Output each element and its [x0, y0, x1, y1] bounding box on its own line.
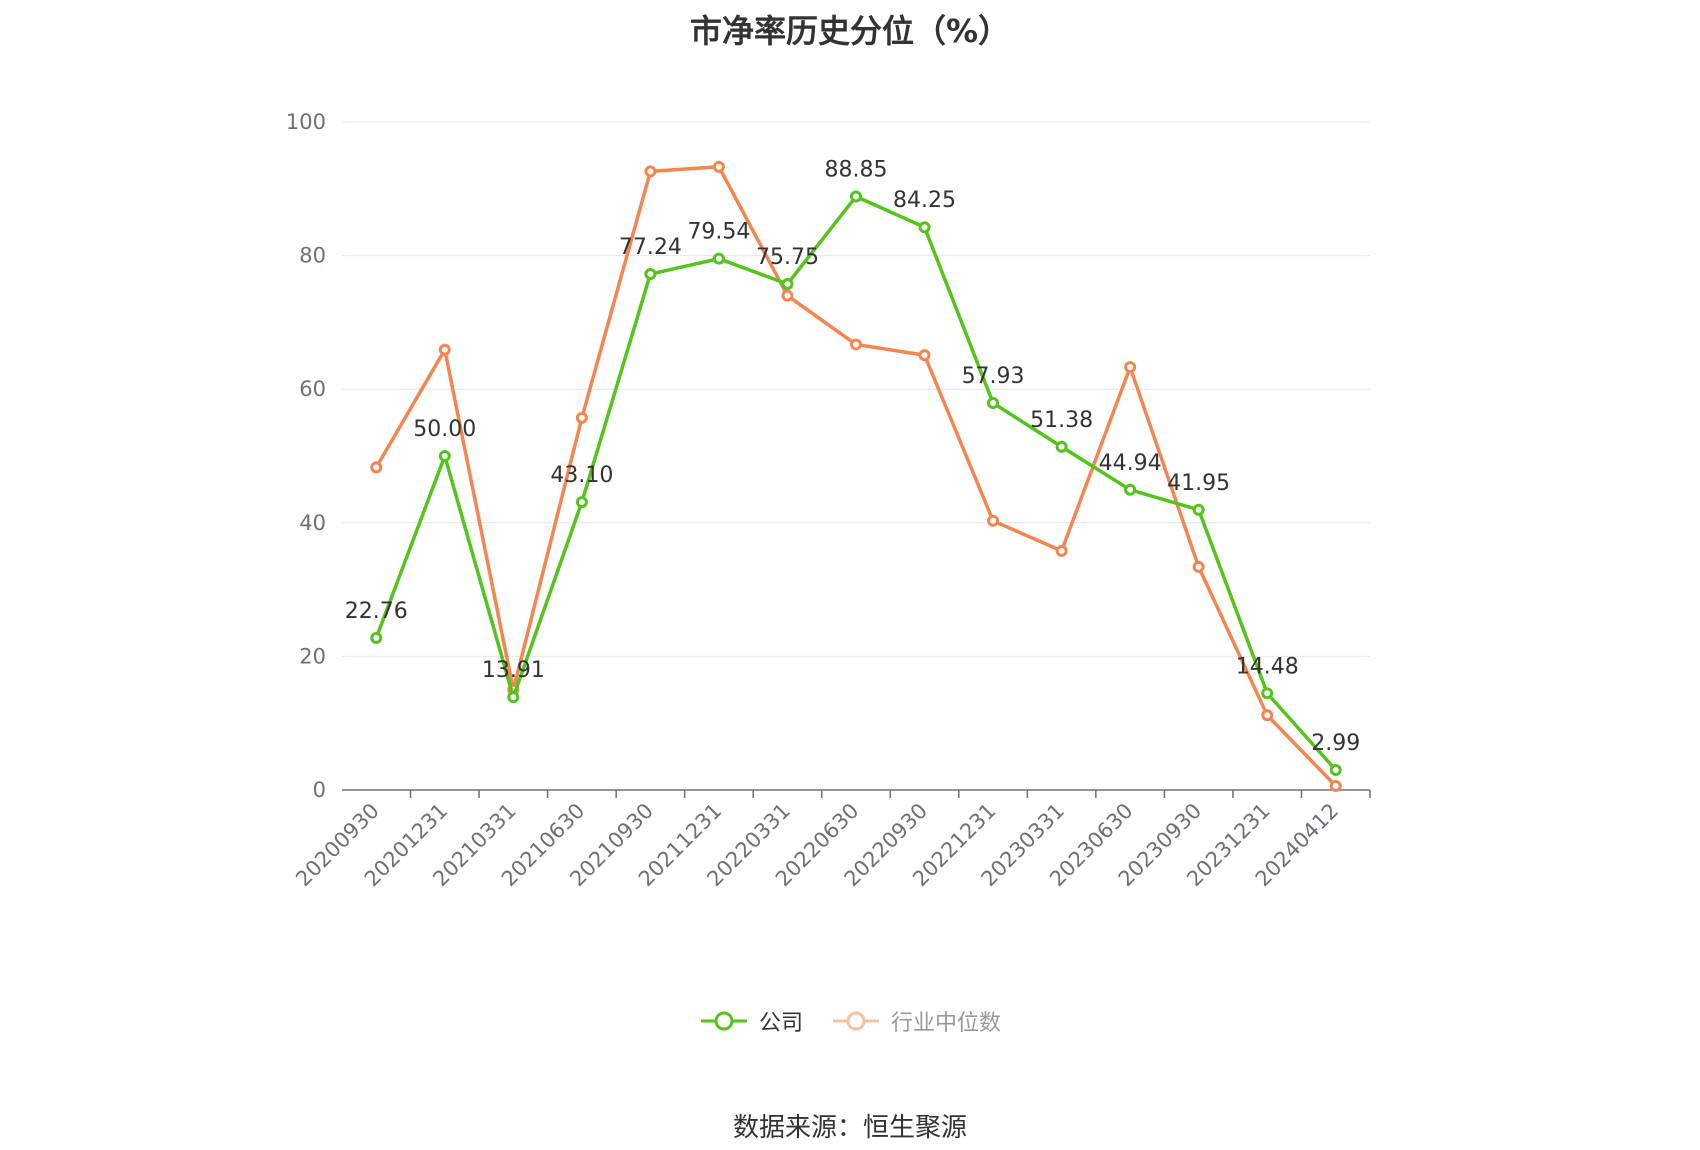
- data-label-company: 88.85: [825, 157, 888, 182]
- data-point-company: [781, 277, 794, 290]
- data-point-industry: [987, 514, 1000, 527]
- data-point-company: [1192, 503, 1205, 516]
- data-label-company: 77.24: [619, 235, 682, 260]
- data-point-company: [850, 190, 862, 203]
- legend-marker-industry: [833, 1011, 879, 1031]
- data-point-industry: [712, 160, 725, 173]
- series: [370, 160, 1342, 792]
- data-point-company: [1329, 764, 1342, 777]
- grid-lines: [342, 121, 1370, 657]
- y-tick-label: 100: [286, 110, 326, 134]
- data-point-industry: [1192, 560, 1205, 573]
- legend-item-company[interactable]: 公司: [699, 1005, 803, 1037]
- legend: 公司 行业中位数: [0, 1005, 1700, 1037]
- data-label-company: 44.94: [1099, 451, 1162, 476]
- data-point-company: [712, 252, 725, 265]
- data-label-company: 43.10: [550, 463, 613, 488]
- data-point-industry: [370, 461, 383, 474]
- data-point-industry: [1261, 709, 1274, 722]
- data-point-company: [438, 450, 451, 462]
- y-tick-label: 0: [313, 778, 326, 802]
- y-tick-label: 20: [299, 644, 326, 668]
- data-label-company: 2.99: [1311, 731, 1360, 756]
- data-point-industry: [1055, 544, 1068, 557]
- data-label-company: 84.25: [893, 188, 956, 213]
- data-point-industry: [1329, 779, 1342, 792]
- legend-item-industry[interactable]: 行业中位数: [831, 1005, 1001, 1037]
- data-point-industry: [850, 338, 862, 351]
- chart-title: 市净率历史分位（%）: [689, 12, 1011, 50]
- data-label-company: 50.00: [413, 417, 476, 442]
- y-tick-label: 80: [299, 244, 326, 268]
- data-point-company: [918, 221, 931, 234]
- data-label-company: 41.95: [1167, 471, 1230, 496]
- axes: 0204060801002020093020201231202103312021…: [286, 110, 1371, 891]
- data-label-company: 57.93: [962, 364, 1025, 389]
- data-point-company: [644, 268, 657, 281]
- data-point-industry: [918, 349, 931, 362]
- data-point-company: [575, 496, 588, 509]
- data-source: 数据来源：恒生聚源: [732, 1113, 967, 1143]
- data-label-company: 79.54: [687, 220, 750, 245]
- data-point-company: [1261, 687, 1274, 700]
- y-tick-label: 40: [299, 511, 326, 535]
- data-label-company: 22.76: [345, 599, 408, 624]
- data-label-company: 14.48: [1236, 654, 1299, 679]
- data-point-industry: [644, 165, 657, 178]
- data-label-company: 51.38: [1030, 408, 1093, 433]
- data-point-industry: [575, 411, 588, 424]
- data-point-company: [1055, 440, 1068, 453]
- legend-label-industry: 行业中位数: [891, 1011, 1002, 1036]
- data-label-company: 75.75: [756, 245, 819, 270]
- legend-label-company: 公司: [758, 1011, 803, 1036]
- data-point-industry: [1124, 361, 1137, 374]
- data-point-industry: [438, 343, 451, 356]
- legend-marker-company: [700, 1011, 747, 1031]
- line-chart: 0204060801002020093020201231202103312021…: [286, 110, 1371, 891]
- data-point-company: [987, 397, 1000, 410]
- data-point-company: [507, 691, 520, 704]
- data-point-company: [1124, 483, 1137, 496]
- y-tick-label: 60: [299, 377, 326, 401]
- data-point-industry: [781, 289, 794, 302]
- data-point-company: [370, 631, 383, 644]
- data-label-company: 13.91: [482, 658, 545, 683]
